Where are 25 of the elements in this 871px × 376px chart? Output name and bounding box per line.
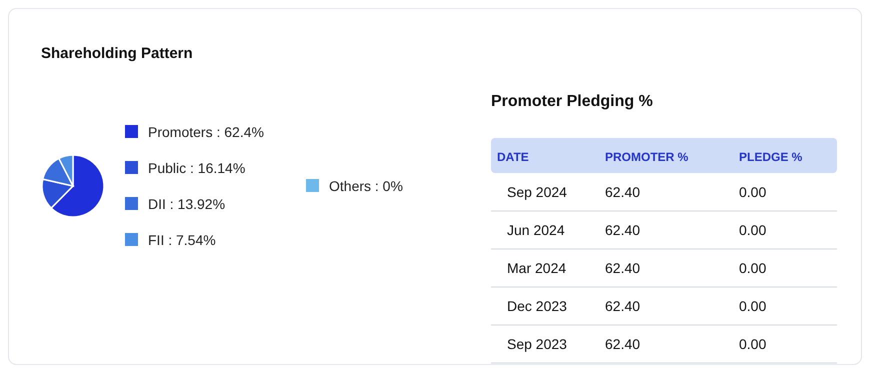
text: 0.00	[739, 260, 766, 276]
text: 0.00	[739, 222, 766, 238]
legend-label: DII : 13.92%	[148, 196, 226, 212]
legend-label: Public : 16.14%	[148, 160, 246, 176]
text: 62.40	[605, 336, 640, 352]
text: Jun 2024	[507, 222, 565, 238]
legend-label: Promoters : 62.4%	[148, 124, 264, 140]
text: 62.40	[605, 298, 640, 314]
text: 62.40	[605, 184, 640, 200]
text: Sep 2024	[507, 184, 568, 200]
text: PLEDGE %	[739, 150, 803, 164]
text: 0.00	[739, 298, 766, 314]
legend-label: FII : 7.54%	[148, 232, 216, 248]
text: Dec 2023	[507, 298, 568, 314]
text: PROMOTER %	[605, 150, 689, 164]
text: DATE	[497, 150, 529, 164]
chart-title: Shareholding Pattern	[41, 45, 193, 62]
text: 0.00	[739, 336, 766, 352]
text: Promoter Pledging %	[491, 93, 653, 110]
text: Mar 2024	[507, 260, 566, 276]
text: 0.00	[739, 184, 766, 200]
text: Sep 2023	[507, 336, 568, 352]
text: 62.40	[605, 260, 640, 276]
legend-label: Others : 0%	[329, 178, 403, 194]
text: 62.40	[605, 222, 640, 238]
